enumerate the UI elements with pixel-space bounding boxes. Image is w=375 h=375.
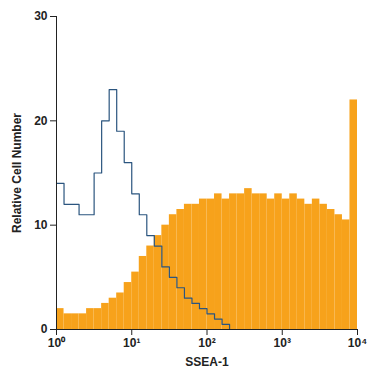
svg-text:0: 0	[41, 322, 48, 336]
svg-text:30: 30	[34, 9, 48, 23]
svg-text:10⁴: 10⁴	[348, 336, 367, 350]
svg-text:10¹: 10¹	[123, 336, 140, 350]
svg-text:10: 10	[34, 218, 48, 232]
svg-text:10⁰: 10⁰	[48, 336, 66, 350]
svg-text:20: 20	[34, 114, 48, 128]
svg-text:SSEA-1: SSEA-1	[185, 355, 229, 369]
svg-text:10³: 10³	[274, 336, 291, 350]
svg-text:Relative Cell Number: Relative Cell Number	[10, 113, 24, 233]
svg-text:10²: 10²	[198, 336, 215, 350]
